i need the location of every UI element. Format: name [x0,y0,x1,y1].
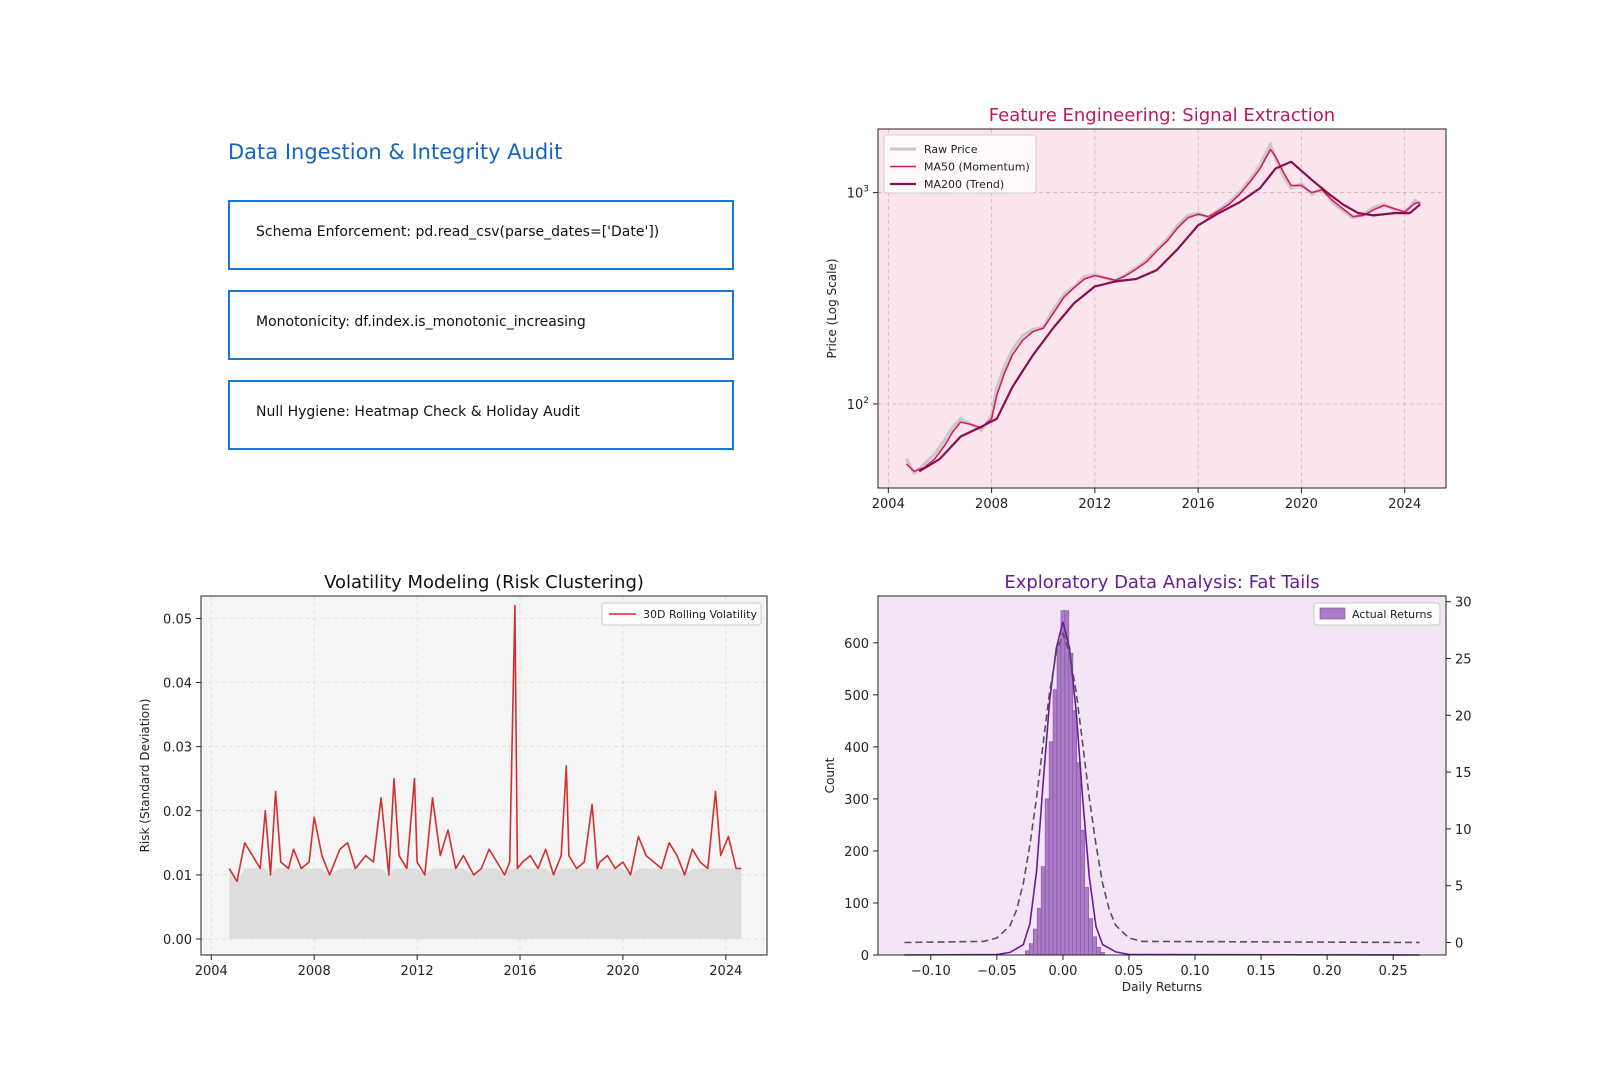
legend-label: MA50 (Momentum) [924,161,1030,174]
x-tick-label: 2008 [975,497,1008,512]
y2-tick-label: 10 [1455,823,1472,838]
y-tick-label: 0.03 [163,741,192,756]
y-tick-label: 0.02 [163,805,192,820]
audit-check-label: Monotonicity: df.index.is_monotonic_incr… [256,314,586,330]
histogram-bar [1048,741,1054,956]
kde-curve [904,621,1420,956]
histogram-bar [1076,762,1082,956]
histogram-bar [1092,936,1097,956]
feature-y-axis-label: Price (Log Scale) [825,259,839,359]
eda-plot-frame [877,595,1447,956]
x-tick-label: 2024 [1388,497,1421,512]
normal-fit-curve [904,631,1420,944]
histogram-bar [1096,946,1101,956]
y-tick-label: 100 [844,897,869,912]
histogram-bar [1056,642,1062,956]
volatility-plot-frame [200,595,768,956]
eda-plot-area [878,596,1446,955]
histogram-bar [1088,918,1093,956]
eda-chart-title: Exploratory Data Analysis: Fat Tails [1004,572,1319,593]
volatility-chart-title: Volatility Modeling (Risk Clustering) [324,572,644,593]
eda-y-axis-label: Count [823,757,837,793]
y-tick-label: 0.04 [163,677,192,692]
y-tick-label: 500 [844,689,869,704]
audit-check-null-hygiene: Null Hygiene: Heatmap Check & Holiday Au… [228,380,734,450]
histogram-bar [1025,950,1030,956]
y2-tick-label: 0 [1455,937,1463,952]
legend-label: MA200 (Trend) [924,178,1004,191]
audit-check-monotonicity: Monotonicity: df.index.is_monotonic_incr… [228,290,734,360]
series-line-30d-rolling-volatility [228,604,742,883]
histogram-bar [1044,798,1050,956]
legend-box [883,134,1037,194]
x-tick-label: 0.10 [1181,964,1210,979]
y-tick-label: 600 [844,637,869,652]
x-tick-label: −0.05 [977,964,1017,979]
y-tick-label: 400 [844,741,869,756]
x-tick-label: 2020 [1285,497,1318,512]
x-tick-label: 2004 [872,497,905,512]
volatility-fill-area [229,868,742,939]
x-tick-label: 0.25 [1379,964,1408,979]
y-tick-label: 103 [847,185,869,202]
volatility-legend: 30D Rolling Volatility [601,602,762,626]
histogram-bar [1032,928,1038,956]
audit-check-label: Null Hygiene: Heatmap Check & Holiday Au… [256,404,580,420]
histogram-bar [1052,689,1058,956]
legend-swatch [1319,607,1346,620]
volatility-y-axis-label: Risk (Standard Deviation) [138,699,152,853]
eda-x-axis-label: Daily Returns [1122,980,1202,994]
audit-title: Data Ingestion & Integrity Audit [228,140,563,164]
histogram-bar [1084,887,1089,956]
y-tick-label: 0.05 [163,612,192,627]
audit-check-schema: Schema Enforcement: pd.read_csv(parse_da… [228,200,734,270]
y-tick-label: 200 [844,845,869,860]
legend-label: Actual Returns [1352,608,1432,621]
histogram-bar [1040,866,1046,956]
x-tick-label: 2012 [401,964,434,979]
histogram-bar [1028,943,1034,956]
series-line-ma50-momentum [905,148,1421,473]
feature-chart-title: Feature Engineering: Signal Extraction [989,105,1335,126]
y-tick-label: 300 [844,793,869,808]
series-line-raw-price [904,142,1422,475]
y2-tick-label: 30 [1455,596,1472,611]
y-tick-label: 102 [847,396,869,413]
y2-tick-label: 15 [1455,766,1472,781]
histogram-bar [1060,610,1066,956]
x-tick-label: 0.20 [1313,964,1342,979]
histogram-bar [1068,652,1074,956]
x-tick-label: 2004 [195,964,228,979]
y2-tick-label: 20 [1455,709,1472,724]
histogram-bar [1036,907,1042,956]
x-tick-label: 0.15 [1247,964,1276,979]
audit-check-label: Schema Enforcement: pd.read_csv(parse_da… [256,224,660,240]
x-tick-label: 2020 [606,964,639,979]
feature-legend: Raw Price MA50 (Momentum) MA200 (Trend) [883,134,1037,194]
y2-tick-label: 5 [1455,880,1463,895]
feature-plot-frame [877,128,1447,489]
y-tick-label: 0.01 [163,869,192,884]
x-tick-label: 0.00 [1048,964,1077,979]
x-tick-label: −0.10 [911,964,951,979]
series-line-ma200-trend [918,160,1421,473]
x-tick-label: 2016 [1182,497,1215,512]
histogram-bar [1080,829,1086,956]
y2-tick-label: 25 [1455,652,1472,667]
y-tick-label: 0 [861,949,869,964]
legend-box [601,602,762,626]
x-tick-label: 2024 [709,964,742,979]
y-tick-label: 0.00 [163,933,192,948]
x-tick-label: 0.05 [1115,964,1144,979]
legend-box [1313,602,1441,626]
legend-label: 30D Rolling Volatility [643,608,757,621]
x-tick-label: 2008 [298,964,331,979]
eda-legend: Actual Returns [1313,602,1441,626]
histogram-bar [1072,710,1078,956]
histogram-bar [1064,610,1070,956]
x-tick-label: 2012 [1078,497,1111,512]
legend-label: Raw Price [924,143,978,156]
x-tick-label: 2016 [503,964,536,979]
